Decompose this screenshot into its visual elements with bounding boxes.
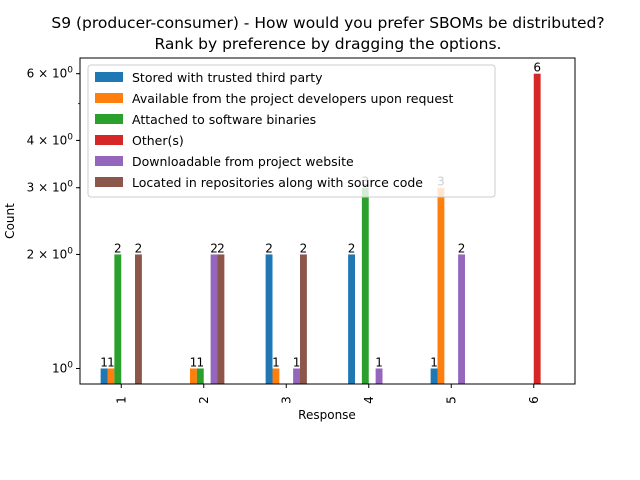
bar (100, 368, 108, 384)
legend-entry-label: Other(s) (132, 133, 184, 148)
bar (348, 254, 355, 384)
bar (217, 254, 225, 384)
y-tick-label: 100 (52, 360, 73, 375)
bar (210, 254, 218, 384)
bar-value-label: 1 (196, 355, 204, 369)
x-tick-label: 6 (527, 396, 541, 404)
bar (190, 368, 197, 384)
legend-swatch (95, 177, 123, 187)
x-tick-label: 5 (444, 396, 458, 404)
axes-frame (79, 57, 576, 385)
bar (533, 73, 541, 384)
legend-swatch (95, 93, 123, 103)
bar (437, 187, 445, 384)
x-tick-label: 1 (114, 396, 128, 404)
bar-value-label: 2 (210, 241, 218, 255)
chart-title-line-2: Rank by preference by dragging the optio… (155, 35, 502, 53)
bar (361, 187, 369, 384)
legend-swatch (95, 114, 123, 124)
bar-value-label: 2 (135, 241, 143, 255)
bar (107, 368, 115, 384)
bar-value-label: 2 (348, 241, 356, 255)
legend-entry-label: Stored with trusted third party (132, 70, 323, 85)
bar (272, 368, 280, 384)
bar (265, 254, 273, 384)
legend-frame (87, 64, 496, 198)
bar-value-label: 2 (300, 241, 308, 255)
bar-value-label: 1 (190, 355, 198, 369)
bar (458, 254, 465, 384)
legend-swatch (95, 72, 123, 82)
legend-entry-label: Available from the project developers up… (132, 91, 454, 106)
bar-value-label: 1 (375, 355, 383, 369)
bar (293, 368, 300, 384)
x-tick-label: 2 (197, 396, 211, 404)
bar (114, 254, 122, 384)
legend-entry-label: Attached to software binaries (132, 112, 316, 127)
legend-swatch (95, 156, 123, 166)
y-tick-label: 3 × 100 (27, 180, 74, 195)
bar (375, 368, 383, 384)
bar-value-label: 1 (430, 355, 438, 369)
legend-entry-label: Downloadable from project website (132, 154, 354, 169)
x-axis-label: Response (298, 408, 356, 422)
x-tick-label: 4 (362, 396, 376, 404)
legend-swatch (95, 135, 123, 145)
bar-value-label: 1 (293, 355, 301, 369)
x-tick-label: 3 (279, 396, 293, 404)
legend-entry-label: Located in repositories along with sourc… (132, 175, 423, 190)
bar-value-label: 6 (533, 61, 541, 75)
y-tick-label: 2 × 100 (27, 246, 74, 261)
chart-title-line-1: S9 (producer-consumer) - How would you p… (51, 14, 604, 32)
y-axis-label: Count (3, 203, 17, 239)
bar (135, 254, 142, 384)
bar (300, 254, 307, 384)
bar-value-label: 1 (100, 355, 108, 369)
bar-value-label: 1 (107, 355, 115, 369)
bar-value-label: 2 (217, 241, 225, 255)
bar-value-label: 1 (272, 355, 280, 369)
bar-value-label: 2 (458, 241, 466, 255)
bar-value-label: 2 (114, 241, 122, 255)
bar-value-label: 2 (265, 241, 273, 255)
bar (430, 368, 438, 384)
y-tick-label: 6 × 100 (27, 66, 74, 81)
bar (196, 368, 204, 384)
y-tick-label: 4 × 100 (27, 132, 74, 147)
legend: Stored with trusted third party Available… (87, 64, 496, 198)
